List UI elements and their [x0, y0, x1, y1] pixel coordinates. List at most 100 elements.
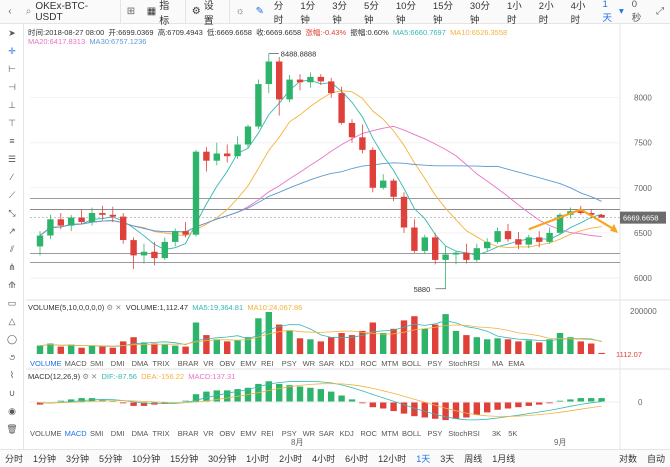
- settings-button[interactable]: ⚙ 设置: [186, 0, 231, 27]
- macd-tab[interactable]: EMV: [240, 429, 256, 438]
- eye-icon[interactable]: ◉: [8, 405, 16, 416]
- macd-tab[interactable]: BRAR: [178, 429, 199, 438]
- price-line-icon[interactable]: ⊤: [8, 117, 16, 128]
- channel-icon[interactable]: ☰: [7, 153, 17, 164]
- volume-tab[interactable]: VOLUME: [30, 359, 62, 368]
- volume-tab[interactable]: ROC: [360, 359, 377, 368]
- chart-canvas[interactable]: 8000 7500 7000 6500 6000 8488.8888 5880 6669.66…: [26, 24, 670, 449]
- period-option[interactable]: 4小时: [570, 0, 586, 26]
- macd-tab[interactable]: OBV: [219, 429, 235, 438]
- measure-icon[interactable]: ⌇: [9, 369, 15, 380]
- period-option[interactable]: 3分钟: [332, 0, 347, 26]
- macd-tab[interactable]: 5K: [508, 429, 517, 438]
- period-option[interactable]: 1分钟: [300, 0, 316, 26]
- macd-tab[interactable]: ROC: [360, 429, 377, 438]
- rectangle-icon[interactable]: ▭: [7, 297, 17, 308]
- bottom-period-option[interactable]: 1分钟: [33, 454, 57, 464]
- volume-tab[interactable]: WR: [303, 359, 316, 368]
- volume-tab[interactable]: TRIX: [152, 359, 169, 368]
- trash-icon[interactable]: 🗑: [6, 423, 18, 434]
- macd-tab[interactable]: WR: [303, 429, 316, 438]
- compare-add-icon[interactable]: ⊞: [126, 6, 136, 17]
- macd-tab[interactable]: VR: [203, 429, 214, 438]
- period-option[interactable]: 30分钟: [469, 0, 490, 26]
- volume-tab[interactable]: DMI: [111, 359, 125, 368]
- bottom-period-option[interactable]: 10分钟: [132, 454, 161, 464]
- macd-tab[interactable]: DMI: [111, 429, 125, 438]
- bottom-period-option[interactable]: 1天: [416, 454, 431, 464]
- bottom-period-option[interactable]: 30分钟: [208, 454, 237, 464]
- macd-tab[interactable]: SMI: [90, 429, 103, 438]
- macd-tab[interactable]: StochRSI: [448, 429, 480, 438]
- bottom-period-option[interactable]: 1月线: [492, 454, 516, 464]
- bottom-period-option[interactable]: 15分钟: [170, 454, 199, 464]
- volume-tab[interactable]: MACD: [65, 359, 88, 368]
- volume-tab[interactable]: SAR: [319, 359, 335, 368]
- bottom-period-option[interactable]: 6小时: [345, 454, 369, 464]
- magnet-icon[interactable]: ∪: [8, 387, 16, 398]
- trend-line-icon[interactable]: ∕: [11, 172, 13, 182]
- macd-tab[interactable]: PSY: [282, 429, 297, 438]
- macd-tab[interactable]: 3K: [492, 429, 501, 438]
- bottom-period-option[interactable]: 1小时: [246, 454, 270, 464]
- volume-tab[interactable]: VR: [203, 359, 214, 368]
- spiral-icon[interactable]: ૭: [8, 351, 16, 362]
- volume-tab[interactable]: MTM: [381, 359, 398, 368]
- period-option[interactable]: 2小时: [538, 0, 554, 26]
- volume-tab[interactable]: EMA: [508, 359, 524, 368]
- parallel-lines-icon[interactable]: ≡: [9, 136, 15, 146]
- volume-tab[interactable]: SMI: [90, 359, 103, 368]
- pitchfork-icon[interactable]: ⋔: [8, 261, 16, 272]
- cursor-arrow-icon[interactable]: ➤: [8, 27, 16, 38]
- macd-tab[interactable]: SAR: [319, 429, 335, 438]
- draw-pen-icon[interactable]: ✎: [255, 6, 265, 17]
- gann-fan-icon[interactable]: ⟰: [8, 279, 16, 290]
- volume-tab[interactable]: StochRSI: [448, 359, 480, 368]
- expand-icon[interactable]: ‹: [8, 6, 12, 17]
- volume-tab[interactable]: REI: [261, 359, 274, 368]
- volume-tab[interactable]: BRAR: [178, 359, 199, 368]
- auto-scale-toggle[interactable]: 自动: [646, 454, 665, 464]
- period-option[interactable]: 15分钟: [432, 0, 453, 26]
- chart-area[interactable]: 8000 7500 7000 6500 6000 8488.8888 5880 6669.66…: [26, 24, 670, 449]
- volume-tab[interactable]: MA: [492, 359, 503, 368]
- period-active[interactable]: 1天 ▾: [602, 0, 624, 24]
- bottom-period-option[interactable]: 3分钟: [66, 454, 90, 464]
- bottom-period-option[interactable]: 12小时: [378, 454, 407, 464]
- macd-tab[interactable]: REI: [261, 429, 274, 438]
- volume-tab[interactable]: OBV: [219, 359, 235, 368]
- bottom-period-option[interactable]: 2小时: [279, 454, 303, 464]
- gear-icon[interactable]: ⚙: [106, 303, 114, 312]
- gear-icon[interactable]: ⚙: [82, 372, 89, 381]
- period-option[interactable]: 分时: [273, 0, 284, 26]
- macd-tab[interactable]: PSY: [427, 429, 442, 438]
- period-option[interactable]: 5分钟: [364, 0, 379, 26]
- bottom-period-option[interactable]: 4小时: [312, 454, 336, 464]
- period-option[interactable]: 1小时: [506, 0, 522, 26]
- bottom-period-option[interactable]: 3天: [440, 454, 455, 464]
- volume-tab[interactable]: PSY: [427, 359, 442, 368]
- symbol-selector[interactable]: ⌕ OKEx-BTC-USDT: [20, 0, 122, 24]
- macd-tab[interactable]: MACD: [65, 429, 88, 438]
- macd-tab[interactable]: DMA: [132, 429, 149, 438]
- volume-tab[interactable]: PSY: [282, 359, 297, 368]
- macd-tab[interactable]: MTM: [381, 429, 398, 438]
- macd-tab[interactable]: TRIX: [152, 429, 169, 438]
- arrow-line-icon[interactable]: ↗: [8, 225, 16, 236]
- volume-tab[interactable]: DMA: [132, 359, 149, 368]
- bottom-period-option[interactable]: 5分钟: [99, 454, 123, 464]
- fullscreen-icon[interactable]: ⤢: [656, 6, 665, 17]
- bottom-period-option[interactable]: 周线: [464, 454, 483, 464]
- macd-tab[interactable]: VOLUME: [30, 429, 62, 438]
- circle-icon[interactable]: ◯: [6, 333, 18, 344]
- volume-tab[interactable]: EMV: [240, 359, 256, 368]
- period-option[interactable]: 10分钟: [395, 0, 416, 26]
- macd-tab[interactable]: KDJ: [340, 429, 354, 438]
- close-icon[interactable]: ✕: [115, 303, 122, 312]
- triangle-icon[interactable]: △: [8, 315, 16, 326]
- vertical-line-icon[interactable]: ⊥: [8, 99, 16, 110]
- volume-tab[interactable]: KDJ: [340, 359, 354, 368]
- macd-tab[interactable]: BOLL: [402, 429, 421, 438]
- horizontal-line-icon[interactable]: ⊣: [8, 81, 16, 92]
- theme-toggle-icon[interactable]: ☼: [235, 6, 245, 17]
